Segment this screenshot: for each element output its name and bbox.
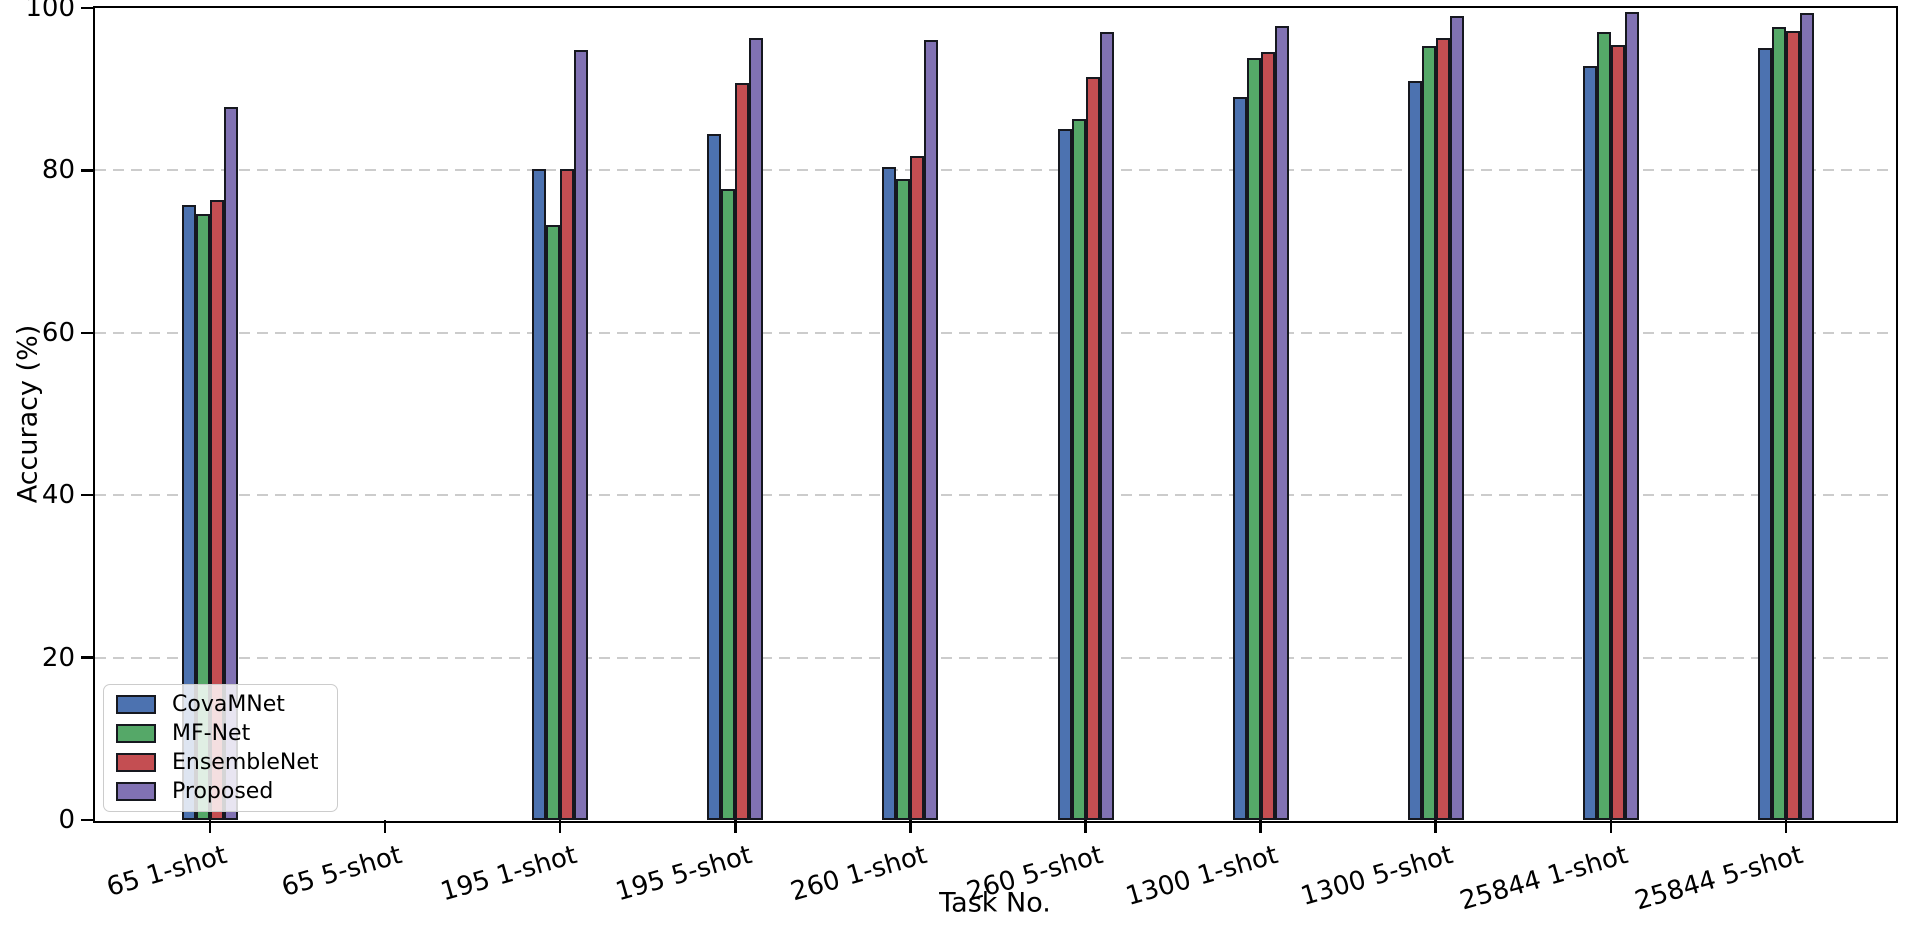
- bar-mf-net-195-1-shot: [546, 224, 561, 820]
- bar-proposed-1300-5-shot: [1449, 16, 1464, 820]
- x-tick-mark-260-1-shot: [909, 820, 912, 833]
- gridline-y-20: [95, 656, 1895, 659]
- bar-covamnet-65-1-shot: [182, 205, 196, 820]
- bar-proposed-195-5-shot: [749, 38, 764, 820]
- bar-proposed-1300-1-shot: [1274, 25, 1289, 820]
- bar-ensemblenet-195-5-shot: [735, 82, 750, 820]
- legend-swatch-proposed: [116, 782, 156, 801]
- legend-label-proposed: Proposed: [172, 779, 274, 804]
- x-tick-mark-260-5-shot: [1084, 820, 1087, 833]
- y-tick-mark-100: [81, 6, 95, 10]
- legend-label-covamnet: CovaMNet: [172, 692, 285, 717]
- gridline-y-80: [95, 169, 1895, 172]
- y-tick-label-40: 40: [41, 480, 75, 511]
- bar-proposed-260-5-shot: [1099, 32, 1114, 820]
- plot-area: CovaMNet MF-Net EnsembleNet Proposed: [92, 5, 1898, 823]
- legend: CovaMNet MF-Net EnsembleNet Proposed: [103, 684, 338, 812]
- legend-item-mf-net: MF-Net: [116, 722, 319, 745]
- y-tick-mark-80: [81, 169, 95, 172]
- y-tick-label-60: 60: [41, 317, 75, 348]
- legend-swatch-mf-net: [116, 724, 156, 743]
- bar-ensemblenet-1300-1-shot: [1260, 51, 1275, 820]
- y-tick-label-100: 100: [25, 0, 75, 23]
- bar-mf-net-195-5-shot: [721, 189, 736, 820]
- bar-mf-net-1300-1-shot: [1246, 58, 1261, 820]
- bar-covamnet-260-5-shot: [1057, 128, 1072, 820]
- x-tick-mark-65-1-shot: [208, 820, 212, 833]
- y-tick-mark-0: [81, 818, 95, 822]
- x-tick-mark-25844-5-shot: [1784, 820, 1788, 833]
- bar-covamnet-25844-1-shot: [1582, 65, 1597, 820]
- bar-covamnet-195-5-shot: [707, 133, 722, 820]
- bar-mf-net-1300-5-shot: [1421, 46, 1436, 820]
- bar-ensemblenet-25844-5-shot: [1785, 30, 1800, 820]
- y-tick-label-80: 80: [41, 155, 75, 186]
- bar-covamnet-1300-5-shot: [1407, 81, 1422, 820]
- legend-label-mf-net: MF-Net: [172, 721, 251, 746]
- bar-mf-net-25844-5-shot: [1771, 26, 1786, 820]
- bar-ensemblenet-260-1-shot: [910, 155, 925, 820]
- legend-item-proposed: Proposed: [116, 780, 319, 803]
- x-tick-mark-1300-5-shot: [1434, 820, 1437, 833]
- y-tick-mark-40: [81, 493, 95, 497]
- bar-mf-net-65-1-shot: [196, 214, 210, 820]
- bar-proposed-195-1-shot: [574, 50, 589, 820]
- legend-item-ensemblenet: EnsembleNet: [116, 751, 319, 774]
- legend-label-ensemblenet: EnsembleNet: [172, 750, 319, 775]
- x-axis-label: Task No.: [939, 887, 1051, 919]
- bar-proposed-25844-1-shot: [1624, 12, 1639, 820]
- legend-item-covamnet: CovaMNet: [116, 693, 319, 716]
- bar-ensemblenet-1300-5-shot: [1435, 38, 1450, 820]
- x-tick-mark-195-5-shot: [734, 820, 737, 833]
- gridline-y-60: [95, 331, 1895, 334]
- bar-covamnet-195-1-shot: [532, 168, 547, 820]
- bar-covamnet-1300-1-shot: [1232, 96, 1247, 820]
- x-tick-mark-25844-1-shot: [1609, 820, 1613, 833]
- bar-covamnet-260-1-shot: [882, 167, 897, 820]
- legend-swatch-covamnet: [116, 695, 156, 714]
- bar-proposed-25844-5-shot: [1799, 12, 1814, 820]
- gridline-y-40: [95, 494, 1895, 497]
- x-tick-mark-195-1-shot: [558, 820, 562, 833]
- y-axis-label: Accuracy (%): [12, 324, 44, 504]
- bar-ensemblenet-25844-1-shot: [1610, 44, 1625, 820]
- bar-mf-net-260-5-shot: [1071, 119, 1086, 820]
- x-tick-mark-1300-1-shot: [1259, 820, 1262, 833]
- y-tick-label-0: 0: [58, 805, 75, 835]
- y-tick-mark-20: [81, 656, 95, 659]
- bar-covamnet-25844-5-shot: [1757, 47, 1772, 820]
- x-tick-mark-65-5-shot: [383, 820, 387, 833]
- bar-mf-net-260-1-shot: [896, 179, 911, 820]
- bar-ensemblenet-195-1-shot: [560, 168, 575, 820]
- y-tick-label-20: 20: [41, 642, 75, 673]
- legend-swatch-ensemblenet: [116, 753, 156, 772]
- bar-proposed-260-1-shot: [924, 40, 939, 820]
- bar-mf-net-25844-1-shot: [1596, 31, 1611, 820]
- bar-proposed-65-1-shot: [224, 107, 238, 820]
- y-tick-mark-60: [81, 331, 95, 335]
- bar-ensemblenet-65-1-shot: [210, 199, 224, 820]
- bar-ensemblenet-260-5-shot: [1085, 77, 1100, 820]
